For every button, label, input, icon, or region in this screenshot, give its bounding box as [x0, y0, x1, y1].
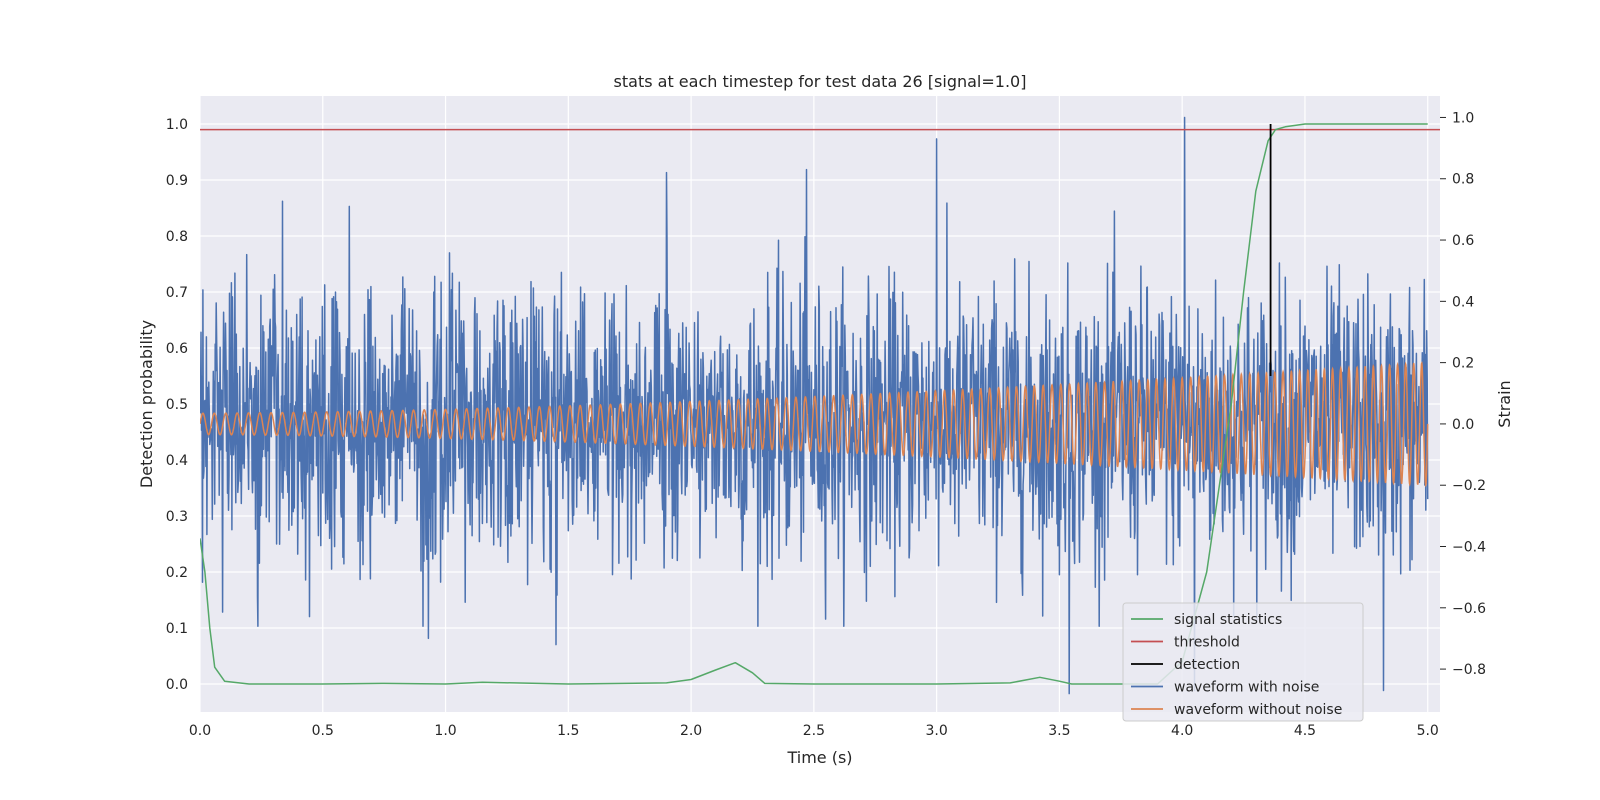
legend: signal statistics threshold detection wavef…: [1122, 602, 1364, 722]
x-axis-label: Time (s): [786, 748, 852, 767]
tick-labels: 0.0 0.5 1.0 1.5 2.0 2.5 3.0 3.5 4.0 4.5 5.0 0.0 0.1 0…: [166, 110, 1486, 739]
x-tick-label: 0.5: [312, 723, 334, 739]
x-tick-label: 5.0: [1417, 723, 1439, 739]
legend-label: waveform without noise: [1174, 702, 1342, 718]
series-signal-statistics: [200, 123, 1428, 685]
y-axis-label: Detection probability: [137, 320, 156, 488]
y-tick-label: 0.4: [166, 453, 188, 469]
legend-label: signal statistics: [1174, 612, 1282, 628]
y-tick-label: 0.0: [166, 677, 188, 693]
legend-label: waveform with noise: [1174, 680, 1319, 696]
x-tick-label: 4.5: [1294, 723, 1316, 739]
y2-tick-label: 0.4: [1452, 294, 1474, 310]
legend-frame: [1122, 602, 1364, 722]
y2-tick-label: −0.2: [1452, 478, 1486, 494]
y2-tick-label: 0.6: [1452, 233, 1474, 249]
y-tick-label: 0.5: [166, 397, 188, 413]
series-waveform-without-noise: [200, 361, 1429, 488]
y-tick-label: 0.8: [166, 229, 188, 245]
legend-label: threshold: [1174, 635, 1240, 651]
y-tick-label: 0.1: [166, 621, 188, 637]
y2-tick-label: 0.2: [1452, 356, 1474, 372]
x-tick-label: 4.0: [1171, 723, 1193, 739]
y-tick-label: 0.3: [166, 509, 188, 525]
x-tick-label: 1.5: [557, 723, 579, 739]
y2-tick-label: 0.0: [1452, 417, 1474, 433]
x-tick-label: 1.0: [434, 723, 456, 739]
x-tick-label: 2.0: [680, 723, 702, 739]
y-tick-label: 0.7: [166, 285, 188, 301]
x-tick-label: 3.5: [1048, 723, 1070, 739]
legend-label: detection: [1174, 657, 1240, 673]
y2-tick-label: −0.8: [1452, 662, 1486, 678]
y-tick-label: 1.0: [166, 117, 188, 133]
y-tick-label: 0.2: [166, 565, 188, 581]
series-layer: [200, 116, 1440, 695]
y2-tick-label: 1.0: [1452, 110, 1474, 126]
chart-title: stats at each timestep for test data 26 …: [614, 72, 1027, 91]
y2-tick-label: −0.4: [1452, 540, 1486, 556]
y2-axis-label: Strain: [1495, 380, 1514, 427]
y-tick-label: 0.9: [166, 173, 188, 189]
x-tick-label: 3.0: [926, 723, 948, 739]
x-tick-label: 2.5: [803, 723, 825, 739]
y2-tick-label: 0.8: [1452, 172, 1474, 188]
x-tick-label: 0.0: [189, 723, 211, 739]
y2-tick-label: −0.6: [1452, 601, 1486, 617]
y-tick-label: 0.6: [166, 341, 188, 357]
